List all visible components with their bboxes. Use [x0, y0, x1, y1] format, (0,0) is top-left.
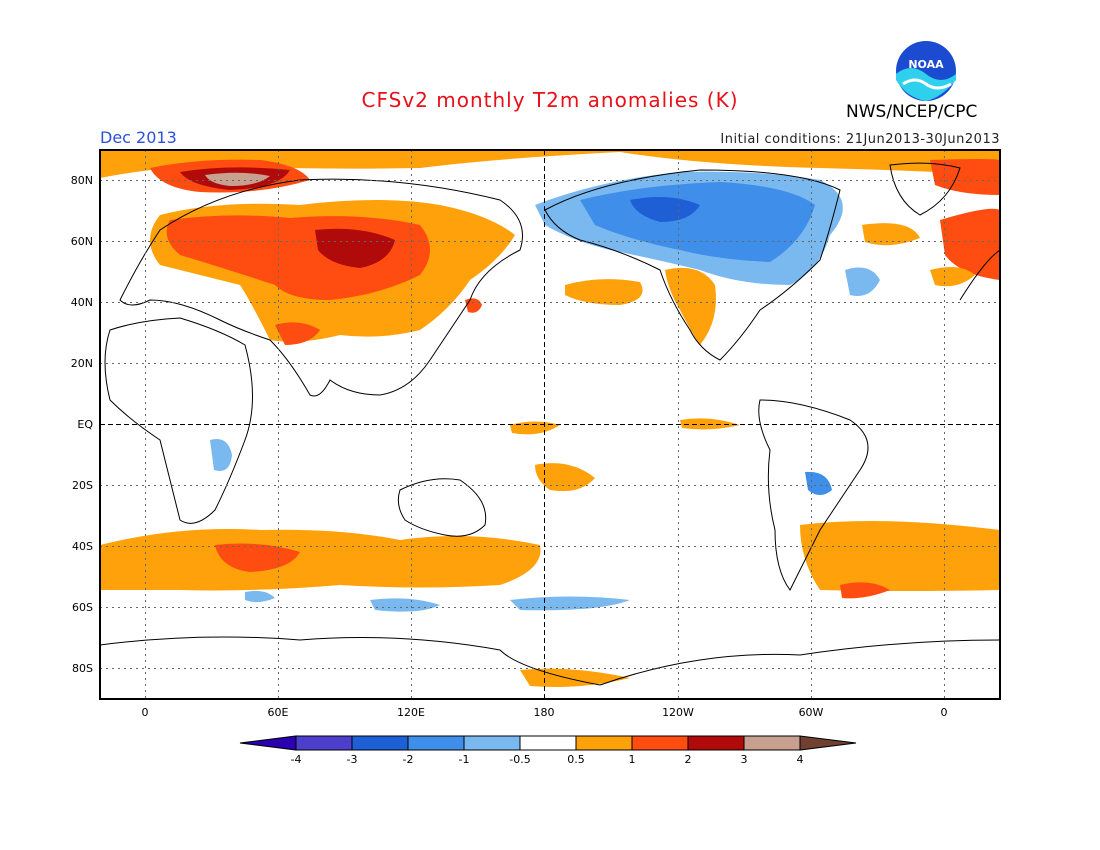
colorbar-swatch [463, 735, 521, 751]
colorbar-tick-label: 0.5 [567, 753, 585, 766]
warm-anomaly-south-pacific [535, 463, 595, 492]
cold-anomaly-labrador [845, 267, 880, 296]
colorbar: -4 -3 -2 -1 -0.5 0.5 1 2 3 4 [239, 735, 857, 766]
lat-label: 60N [71, 235, 93, 248]
lon-label: 60W [799, 706, 824, 719]
coastline-south-america [758, 399, 869, 591]
lon-label: 180 [534, 706, 555, 719]
coastline-africa [104, 317, 253, 524]
warm-anomaly-southern-indian [100, 529, 541, 591]
warm-anomaly-north-pacific [565, 279, 643, 305]
map-frame [99, 149, 1001, 700]
colorbar-swatch [351, 735, 409, 751]
coastline-australia [397, 478, 487, 537]
lat-label: EQ [77, 418, 93, 431]
strong-anomaly-siberia [315, 228, 395, 268]
warm-anomaly-arctic [100, 150, 1000, 178]
lon-label: 120W [662, 706, 694, 719]
warm-anomaly-ross-sea [520, 668, 630, 687]
colorbar-max-arrow [799, 735, 857, 751]
colorbar-tick-label: 1 [629, 753, 636, 766]
warm-anomaly-japan [465, 298, 482, 313]
noaa-logo-icon: NOAA [895, 40, 957, 102]
colorbar-swatch [743, 735, 801, 751]
colorbar-tick-label: 3 [741, 753, 748, 766]
coastline-antarctica [100, 636, 1000, 686]
lat-label: 40N [71, 296, 93, 309]
latitude-labels: 80N 60N 40N 20N EQ 20S 40S 60S 80S [71, 174, 94, 675]
lat-label: 80N [71, 174, 93, 187]
colorbar-swatch [631, 735, 689, 751]
colorbar-swatch [407, 735, 465, 751]
warm-anomaly-central-pacific [680, 418, 740, 430]
coastline-north-america [544, 169, 841, 361]
colorbar-tick-label: 4 [797, 753, 804, 766]
noaa-logo-text: NOAA [908, 58, 944, 71]
lon-label: 0 [142, 706, 149, 719]
warm-anomaly-greenland [930, 159, 1000, 195]
lon-label: 120E [397, 706, 425, 719]
colorbar-tick-label: -0.5 [509, 753, 530, 766]
strong-warm-anomaly-south-atlantic [840, 582, 890, 599]
warm-anomaly-south-atlantic [800, 521, 1000, 591]
coastline-eurasia [119, 178, 523, 397]
colorbar-tick-label: -2 [403, 753, 414, 766]
anomaly-fields [100, 150, 1000, 687]
colorbar-tick-label: 2 [685, 753, 692, 766]
warm-anomaly-equatorial-pacific [510, 421, 560, 435]
lon-label: 0 [941, 706, 948, 719]
cold-anomaly-south-america [805, 471, 832, 495]
agency-label: NWS/NCEP/CPC [846, 102, 978, 122]
colorbar-tick-label: -1 [459, 753, 470, 766]
colorbar-swatch [519, 735, 577, 751]
colorbar-swatch [687, 735, 745, 751]
warm-anomaly-tibet [275, 322, 320, 345]
strong-cold-anomaly-canada [630, 196, 700, 222]
cold-anomaly-southern-ocean [370, 598, 440, 612]
initial-conditions-label: Initial conditions: 21Jun2013-30Jun2013 [720, 132, 1000, 147]
lat-label: 20N [71, 357, 93, 370]
coastline-europe-east [959, 249, 1000, 301]
colorbar-tick-label: -3 [347, 753, 358, 766]
cold-anomaly-south-pacific [510, 596, 630, 611]
reference-lines [100, 150, 1000, 699]
cold-anomaly-east-africa [210, 439, 232, 471]
month-label: Dec 2013 [100, 128, 177, 147]
map-title: CFSv2 monthly T2m anomalies (K) [361, 88, 739, 112]
longitude-labels: 0 60E 120E 180 120W 60W 0 [142, 706, 948, 719]
colorbar-swatch [575, 735, 633, 751]
graticule [100, 150, 1000, 699]
coastlines [100, 162, 1000, 686]
coastline-greenland [889, 162, 961, 216]
warm-anomaly-east-pacific [862, 223, 920, 246]
extreme-anomaly-barents [205, 172, 270, 186]
warm-anomaly-greenland-south [930, 266, 975, 287]
lat-label: 80S [72, 662, 93, 675]
lat-label: 60S [72, 601, 93, 614]
colorbar-min-arrow [239, 735, 297, 751]
lat-label: 40S [72, 540, 93, 553]
warm-anomaly-scandinavia [940, 208, 1000, 280]
colorbar-swatch [295, 735, 353, 751]
lon-label: 60E [268, 706, 289, 719]
cold-anomaly-weddell [245, 590, 275, 603]
colorbar-tick-label: -4 [291, 753, 302, 766]
warm-anomaly-western-us [665, 267, 716, 345]
lat-label: 20S [72, 479, 93, 492]
